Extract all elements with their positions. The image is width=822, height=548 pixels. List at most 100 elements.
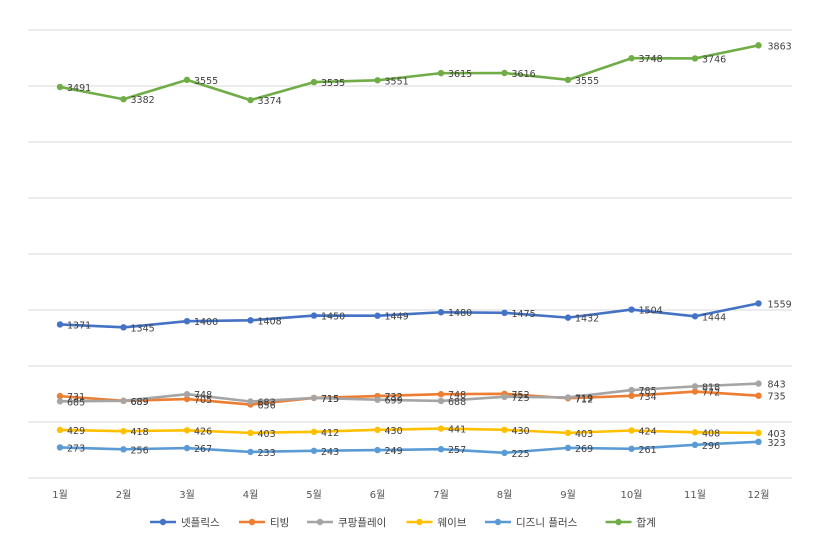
legend-swatch-marker	[615, 518, 622, 526]
data-point	[691, 429, 699, 436]
legend-label: 티빙	[270, 517, 289, 529]
data-point	[374, 312, 381, 319]
data-label: 424	[639, 427, 657, 438]
data-point	[310, 78, 318, 86]
data-label: 715	[321, 394, 339, 405]
x-tick-label: 6월	[370, 489, 386, 501]
data-point	[501, 426, 508, 434]
data-point	[755, 300, 762, 307]
data-point	[755, 392, 762, 399]
data-point	[120, 397, 127, 405]
legend-label: 합계	[637, 517, 656, 529]
data-point	[628, 306, 635, 313]
data-point	[247, 429, 254, 437]
data-label: 441	[448, 425, 466, 436]
data-label: 683	[258, 398, 276, 409]
data-labels: 1371 1345 1400 1408 1450 1449 1480 1475 1432 1504…	[67, 41, 792, 459]
data-label: 403	[258, 429, 276, 440]
series-line	[58, 390, 760, 406]
data-point	[120, 427, 127, 435]
legend-swatch-marker	[248, 518, 256, 526]
data-point	[310, 312, 318, 319]
data-label: 685	[67, 397, 85, 408]
data-label: 1400	[194, 317, 218, 328]
data-point	[437, 425, 445, 432]
data-label: 430	[512, 426, 530, 437]
data-label: 1432	[575, 314, 599, 325]
data-label: 403	[768, 429, 786, 440]
data-label: 418	[131, 427, 149, 438]
data-label: 1475	[512, 309, 536, 320]
data-label: 1345	[131, 323, 155, 334]
x-tick-label: 7월	[433, 489, 449, 501]
data-label: 261	[639, 445, 657, 456]
x-tick-label: 1월	[52, 489, 68, 501]
data-label: 403	[575, 429, 593, 440]
data-label: 243	[321, 447, 339, 458]
legend-swatch-marker	[494, 518, 502, 526]
data-label: 752	[512, 390, 530, 401]
data-point	[56, 444, 64, 451]
series-lines	[58, 44, 760, 455]
data-label: 3746	[702, 54, 726, 65]
data-point	[310, 447, 318, 454]
data-point	[247, 398, 254, 405]
x-tick-label: 10월	[621, 489, 643, 501]
data-point	[310, 394, 318, 402]
data-point	[437, 446, 445, 453]
gridlines	[28, 29, 792, 479]
data-label: 1450	[321, 312, 345, 323]
data-label: 296	[702, 441, 720, 452]
data-point	[755, 429, 762, 437]
data-label: 408	[702, 428, 720, 439]
data-point	[691, 313, 699, 320]
data-point	[628, 445, 635, 452]
data-point	[501, 393, 508, 400]
x-tick-label: 4월	[243, 489, 259, 501]
data-label: 3863	[768, 41, 792, 52]
data-label: 1371	[67, 320, 91, 331]
data-point	[628, 427, 635, 434]
x-tick-label: 11월	[684, 489, 706, 501]
data-label: 267	[194, 444, 212, 455]
data-label: 257	[448, 445, 466, 456]
data-point	[437, 69, 445, 77]
data-label: 843	[768, 380, 786, 391]
data-point	[56, 392, 64, 400]
data-point	[564, 394, 572, 401]
data-label: 748	[194, 390, 212, 401]
data-point	[374, 77, 381, 84]
data-label: 256	[131, 445, 149, 456]
x-tick-label: 12월	[748, 489, 770, 501]
data-label: 233	[258, 448, 276, 459]
data-point	[183, 76, 191, 84]
data-point	[374, 396, 381, 403]
data-label: 719	[575, 393, 593, 404]
series-points	[56, 42, 762, 456]
data-label: 225	[512, 449, 530, 460]
data-label: 3491	[67, 83, 91, 94]
data-point	[628, 392, 635, 399]
data-label: 3555	[575, 76, 599, 87]
data-point	[247, 96, 254, 104]
series-line	[58, 440, 760, 455]
data-label: 725	[512, 393, 530, 404]
data-point	[437, 309, 445, 316]
data-label: 656	[258, 401, 276, 412]
x-tick-label: 5월	[306, 489, 322, 501]
data-label: 1444	[702, 312, 726, 323]
data-label: 712	[575, 394, 593, 405]
data-point	[755, 438, 762, 446]
data-label: 429	[67, 426, 85, 437]
data-label: 689	[131, 397, 149, 408]
data-point	[501, 69, 508, 77]
x-tick-label: 3월	[179, 489, 195, 501]
data-label: 735	[768, 392, 786, 403]
data-label: 731	[67, 392, 85, 403]
data-point	[183, 391, 191, 398]
data-point	[755, 380, 762, 387]
x-axis-ticks: 1월 2월 3월 4월 5월 6월 7월 8월 9월 10월 11월 12월	[52, 489, 769, 501]
data-label: 689	[131, 397, 149, 408]
data-point	[183, 444, 191, 452]
